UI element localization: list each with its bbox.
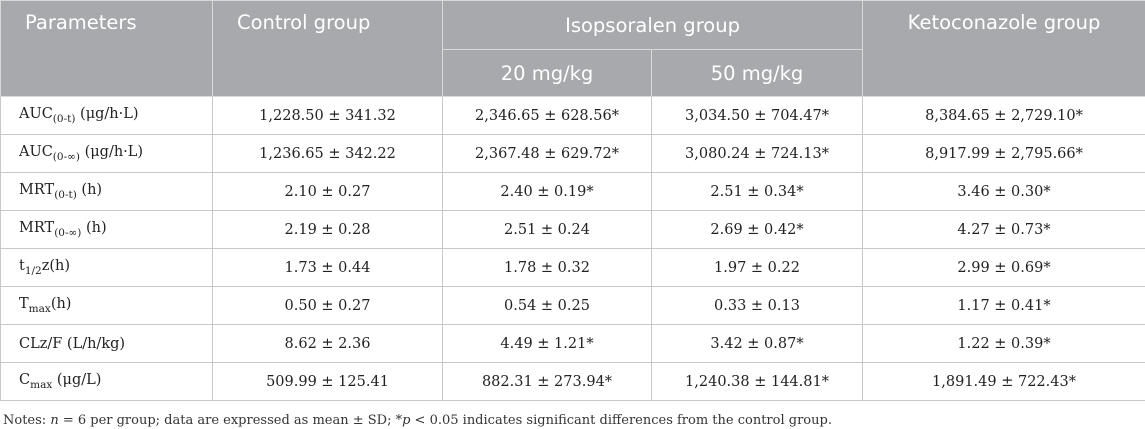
cell-dose-50: 0.33 ± 0.13 [650, 286, 864, 325]
cell-dose-20: 2,346.65 ± 628.56* [442, 96, 652, 135]
parameter-name: CLz/F [19, 335, 63, 352]
cell-parameter: MRT(0-t) (h) [0, 172, 213, 211]
cell-control: 1,236.65 ± 342.22 [212, 134, 443, 173]
cell-dose-50: 3,034.50 ± 704.47* [650, 96, 864, 135]
cell-ketoconazole: 2.99 ± 0.69* [862, 248, 1145, 287]
cell-ketoconazole: 1,891.49 ± 722.43* [862, 362, 1145, 401]
table-row: Cmax (μg/L) 509.99 ± 125.41 882.31 ± 273.9… [0, 362, 1145, 401]
parameter-subscript: max [30, 378, 53, 391]
parameter-subscript: 1/2 [24, 264, 42, 277]
parameter-subscript: (0-t) [52, 112, 76, 125]
cell-ketoconazole: 1.17 ± 0.41* [862, 286, 1145, 325]
parameter-unit: (μg/L) [52, 372, 102, 389]
cell-dose-20: 0.54 ± 0.25 [442, 286, 652, 325]
parameter-subscript: (0-∞) [54, 226, 82, 239]
cell-control: 2.10 ± 0.27 [212, 172, 443, 211]
table-notes: Notes: n = 6 per group; data are express… [0, 401, 1145, 428]
cell-dose-20: 882.31 ± 273.94* [442, 362, 652, 401]
parameter-unit: (h) [50, 296, 72, 313]
pharmacokinetics-table: Parameters Control group Isopsoralen gro… [0, 0, 1145, 401]
notes-p-symbol: p [402, 413, 411, 428]
table-body: AUC(0-t) (μg/h·L) 1,228.50 ± 341.32 2,346.… [0, 96, 1145, 401]
cell-parameter: CLz/F (L/h/kg) [0, 324, 213, 363]
table-row: AUC(0-∞) (μg/h·L) 1,236.65 ± 342.22 2,367.… [0, 134, 1145, 173]
parameter-subscript: (0-∞) [52, 150, 80, 163]
parameter-subscript: max [28, 302, 51, 315]
cell-parameter: AUC(0-∞) (μg/h·L) [0, 134, 213, 173]
parameter-unit: (L/h/kg) [62, 335, 126, 352]
cell-parameter: AUC(0-t) (μg/h·L) [0, 96, 213, 135]
cell-dose-50: 2.51 ± 0.34* [650, 172, 864, 211]
table-row: AUC(0-t) (μg/h·L) 1,228.50 ± 341.32 2,346.… [0, 96, 1145, 135]
header-parameters: Parameters [0, 0, 213, 97]
cell-control: 1.73 ± 0.44 [212, 248, 443, 287]
parameter-unit: (μg/h·L) [79, 144, 144, 161]
table-row: t1/2z(h) 1.73 ± 0.44 1.78 ± 0.32 1.97 ± 0.2… [0, 248, 1145, 287]
parameter-name: T [19, 296, 29, 313]
notes-n-symbol: n [50, 413, 59, 428]
cell-control: 509.99 ± 125.41 [212, 362, 443, 401]
cell-parameter: t1/2z(h) [0, 248, 213, 287]
cell-dose-50: 3.42 ± 0.87* [650, 324, 864, 363]
header-isopsoralen-group: Isopsoralen group [441, 0, 864, 50]
cell-parameter: Cmax (μg/L) [0, 362, 213, 401]
cell-dose-50: 2.69 ± 0.42* [650, 210, 864, 249]
parameter-name: MRT [19, 182, 55, 199]
header-control-group: Control group [212, 0, 443, 97]
cell-ketoconazole: 8,384.65 ± 2,729.10* [862, 96, 1145, 135]
notes-n-text: = 6 per group; data are expressed as mea… [58, 413, 403, 428]
cell-dose-20: 2.51 ± 0.24 [442, 210, 652, 249]
cell-control: 1,228.50 ± 341.32 [212, 96, 443, 135]
cell-ketoconazole: 1.22 ± 0.39* [862, 324, 1145, 363]
cell-dose-20: 1.78 ± 0.32 [442, 248, 652, 287]
parameter-name: AUC [19, 144, 53, 161]
cell-ketoconazole: 4.27 ± 0.73* [862, 210, 1145, 249]
cell-dose-50: 1.97 ± 0.22 [650, 248, 864, 287]
parameter-name: MRT [19, 220, 55, 237]
cell-control: 8.62 ± 2.36 [212, 324, 443, 363]
header-ketoconazole-group: Ketoconazole group [862, 0, 1145, 97]
parameter-unit: (h) [76, 182, 103, 199]
parameter-name: AUC [19, 106, 53, 123]
cell-control: 2.19 ± 0.28 [212, 210, 443, 249]
parameter-name: C [19, 372, 31, 389]
notes-prefix: Notes: [3, 413, 51, 428]
parameter-unit: (μg/h·L) [75, 106, 139, 123]
parameter-unit: z(h) [41, 258, 71, 275]
header-dose-50: 50 mg/kg [650, 49, 864, 97]
cell-ketoconazole: 3.46 ± 0.30* [862, 172, 1145, 211]
cell-dose-20: 2,367.48 ± 629.72* [442, 134, 652, 173]
notes-p-text: < 0.05 indicates significant differences… [410, 413, 832, 428]
header-dose-20: 20 mg/kg [442, 49, 652, 97]
table-row: MRT(0-∞) (h) 2.19 ± 0.28 2.51 ± 0.24 2.69 ±… [0, 210, 1145, 249]
table-row: CLz/F (L/h/kg) 8.62 ± 2.36 4.49 ± 1.21* 3.4… [0, 324, 1145, 363]
parameter-subscript: (0-t) [54, 188, 77, 201]
parameter-unit: (h) [81, 220, 107, 237]
cell-dose-20: 2.40 ± 0.19* [442, 172, 652, 211]
cell-parameter: MRT(0-∞) (h) [0, 210, 213, 249]
cell-control: 0.50 ± 0.27 [212, 286, 443, 325]
table-row: Tmax(h) 0.50 ± 0.27 0.54 ± 0.25 0.33 ± 0.13… [0, 286, 1145, 325]
table-row: MRT(0-t) (h) 2.10 ± 0.27 2.40 ± 0.19* 2.51 … [0, 172, 1145, 211]
parameter-name: t [19, 258, 25, 275]
cell-dose-50: 1,240.38 ± 144.81* [650, 362, 864, 401]
cell-dose-20: 4.49 ± 1.21* [442, 324, 652, 363]
cell-parameter: Tmax(h) [0, 286, 213, 325]
cell-dose-50: 3,080.24 ± 724.13* [650, 134, 864, 173]
cell-ketoconazole: 8,917.99 ± 2,795.66* [862, 134, 1145, 173]
